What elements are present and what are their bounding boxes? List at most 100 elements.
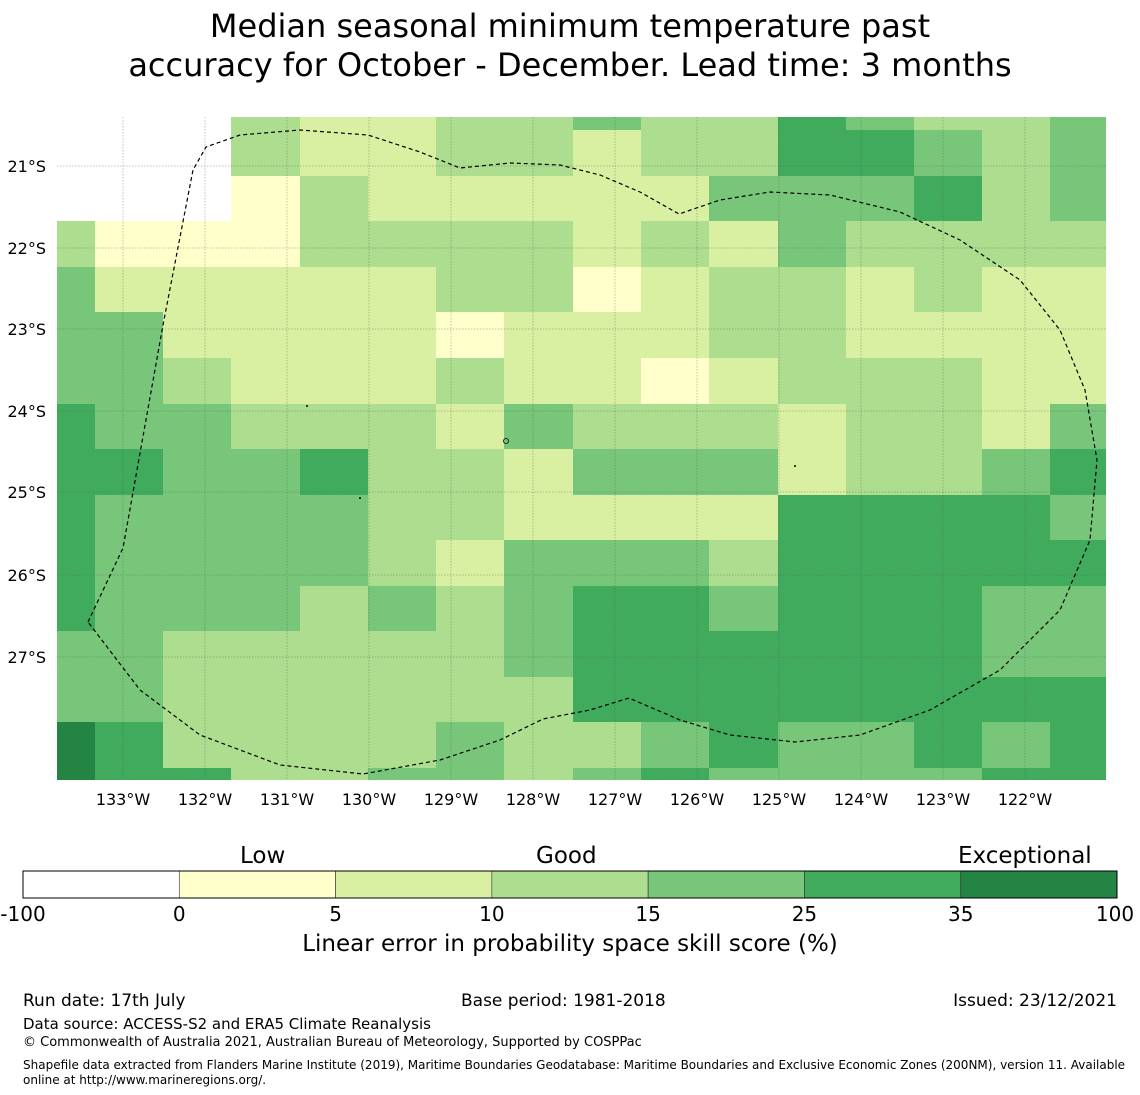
- grid-cell: [846, 586, 914, 631]
- grid-cell: [778, 495, 846, 540]
- grid-cell: [982, 117, 1050, 130]
- colorbar-tick-label: 15: [635, 902, 661, 926]
- grid-cell: [163, 176, 231, 221]
- grid-cell: [982, 677, 1050, 722]
- colorbar-segment: [178, 870, 336, 899]
- grid-cell: [95, 677, 163, 722]
- grid-cell: [778, 117, 846, 130]
- grid-cell: [709, 495, 778, 540]
- grid-cell: [846, 722, 914, 768]
- grid-cell: [436, 540, 504, 586]
- grid-cell: [231, 117, 300, 130]
- grid-cell: [846, 312, 914, 358]
- grid-cell: [709, 677, 778, 722]
- grid-cell: [1050, 768, 1106, 780]
- grid-cell: [914, 117, 982, 130]
- grid-cell: [57, 312, 95, 358]
- data-source: Data source: ACCESS-S2 and ERA5 Climate …: [23, 1015, 431, 1033]
- grid-cell: [641, 495, 709, 540]
- grid-cell: [368, 540, 436, 586]
- grid-cell: [846, 221, 914, 267]
- island-marker: [359, 497, 361, 499]
- grid-cell: [163, 358, 231, 404]
- grid-cell: [163, 495, 231, 540]
- grid-cell: [1050, 449, 1106, 495]
- grid-cell: [1050, 722, 1106, 768]
- grid-cell: [57, 176, 95, 221]
- grid-cell: [641, 722, 709, 768]
- grid-cell: [709, 586, 778, 631]
- grid-cell: [368, 267, 436, 312]
- grid-cell: [778, 358, 846, 404]
- grid-cell: [982, 768, 1050, 780]
- island-marker: [306, 405, 308, 407]
- grid-cell: [95, 358, 163, 404]
- longitude-label: 132°W: [178, 790, 233, 809]
- grid-cell: [914, 586, 982, 631]
- grid-cell: [368, 495, 436, 540]
- grid-cell: [163, 267, 231, 312]
- colorbar-segments: [22, 870, 1118, 899]
- grid-cell: [436, 404, 504, 449]
- grid-cell: [300, 117, 368, 130]
- longitude-label: 125°W: [752, 790, 807, 809]
- colorbar-segment: [335, 870, 493, 899]
- longitude-label: 129°W: [424, 790, 479, 809]
- grid-cell: [163, 677, 231, 722]
- grid-cell: [573, 722, 641, 768]
- grid-cell: [641, 221, 709, 267]
- grid-cell: [778, 267, 846, 312]
- longitude-label: 124°W: [834, 790, 889, 809]
- grid-cell: [368, 176, 436, 221]
- grid-cell: [641, 358, 709, 404]
- grid-cell: [163, 540, 231, 586]
- skill-score-grid: [57, 117, 1106, 780]
- grid-cell: [436, 586, 504, 631]
- issued-date: Issued: 23/12/2021: [953, 991, 1117, 1011]
- colorbar-segment: [804, 870, 962, 899]
- grid-cell: [163, 631, 231, 677]
- latitude-labels: 21°S 22°S 23°S 24°S 25°S 26°S 27°S: [7, 157, 46, 667]
- grid-cell: [846, 768, 914, 780]
- grid-cell: [914, 540, 982, 586]
- grid-cell: [1050, 586, 1106, 631]
- longitude-label: 133°W: [96, 790, 151, 809]
- grid-cell: [982, 130, 1050, 176]
- grid-cell: [641, 267, 709, 312]
- grid-cell: [709, 176, 778, 221]
- grid-cell: [641, 631, 709, 677]
- latitude-label: 27°S: [7, 648, 46, 667]
- grid-cell: [95, 130, 163, 176]
- grid-cell: [504, 404, 573, 449]
- grid-cell: [436, 358, 504, 404]
- grid-cell: [504, 631, 573, 677]
- grid-cell: [504, 267, 573, 312]
- grid-cell: [778, 221, 846, 267]
- grid-cell: [95, 768, 163, 780]
- grid-cell: [231, 358, 300, 404]
- grid-cell: [57, 677, 95, 722]
- colorbar-segment: [22, 870, 180, 899]
- grid-cell: [709, 404, 778, 449]
- grid-cell: [1050, 631, 1106, 677]
- grid-cell: [436, 768, 504, 780]
- grid-cell: [504, 586, 573, 631]
- grid-cell: [57, 722, 95, 768]
- grid-cell: [573, 267, 641, 312]
- grid-cell: [57, 267, 95, 312]
- longitude-label: 130°W: [342, 790, 397, 809]
- grid-cell: [231, 495, 300, 540]
- grid-cell: [641, 540, 709, 586]
- grid-cell: [57, 404, 95, 449]
- eez-boundary-line: [87, 129, 1098, 775]
- grid-cell: [778, 130, 846, 176]
- latitude-label: 23°S: [7, 320, 46, 339]
- grid-cell: [1050, 677, 1106, 722]
- grid-cell: [504, 495, 573, 540]
- longitude-labels: 133°W 132°W 131°W 130°W 129°W 128°W 127°W 126°W…: [96, 790, 1053, 809]
- colorbar-segment: [491, 870, 649, 899]
- grid-cell: [95, 631, 163, 677]
- grid-cell: [573, 221, 641, 267]
- grid-cell: [300, 130, 368, 176]
- grid-cell: [436, 176, 504, 221]
